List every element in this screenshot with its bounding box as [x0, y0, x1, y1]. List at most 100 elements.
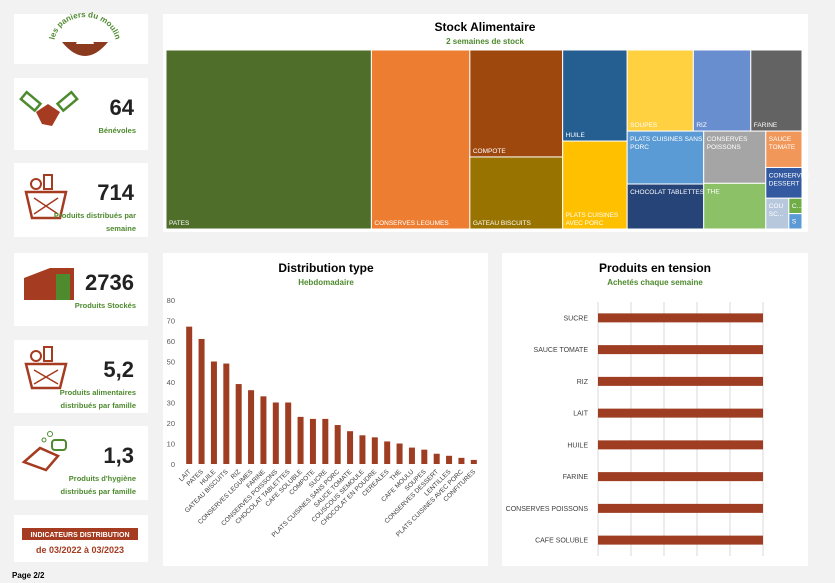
treemap-label: RIZ [696, 122, 707, 129]
kpi-card [14, 78, 148, 150]
treemap-label: PLATS CUISINES SANS PORC [630, 136, 703, 151]
treemap-cell [703, 182, 767, 230]
text-line: THE [707, 188, 721, 195]
bar [458, 457, 465, 464]
text-line: PORC [630, 144, 649, 151]
y-tick-label: 0 [171, 460, 175, 469]
text-line: COU [769, 203, 784, 210]
text-line: CONSERVES [707, 136, 748, 143]
bar [309, 418, 316, 464]
chart-subtitle: 2 semaines de stock [446, 37, 524, 46]
text-line: semaine [106, 224, 136, 233]
text-line: distribués par famille [61, 487, 136, 496]
text-line: DESSERT [769, 180, 800, 187]
treemap-label: CONSERVES POISSONS [707, 136, 748, 151]
period-title: INDICATEURS DISTRIBUTION [30, 532, 129, 539]
chart-title: Distribution type [278, 261, 374, 275]
item [30, 178, 42, 190]
bar [598, 535, 763, 545]
text-line: Produits Stockés [75, 301, 136, 310]
soap [51, 439, 67, 451]
bar [396, 443, 403, 464]
bar [598, 408, 763, 418]
bar [248, 390, 255, 464]
kpi-value: 2736 [85, 270, 134, 295]
bar [223, 363, 230, 464]
basket-icon [24, 174, 68, 220]
treemap-cell [626, 183, 705, 230]
bubble [47, 431, 53, 437]
kpi-card [14, 426, 148, 500]
kpi-label: Produits Stockés [75, 301, 136, 310]
treemap-cell [469, 49, 564, 158]
chart-subtitle: Hebdomadaire [298, 278, 354, 287]
treemap-label: CONSERVES DESSERT [769, 172, 810, 187]
door [56, 274, 70, 300]
text-line: CHOCOLAT TABLETTES [630, 189, 705, 196]
item [30, 350, 42, 362]
kpi-label: Produits alimentaires distribués par fami… [60, 388, 136, 410]
y-tick-label: 80 [167, 296, 175, 305]
bar [186, 326, 193, 464]
text-line: SOUPES [630, 122, 658, 129]
text-line: PLATS CUISINES SANS [630, 136, 703, 143]
treemap-cell [765, 166, 803, 199]
kpi-label: Bénévoles [98, 126, 136, 135]
bar [260, 396, 267, 464]
treemap-cell [469, 156, 564, 230]
text-line: distribués par famille [61, 401, 136, 410]
text-line: TOMATE [769, 144, 796, 151]
text-line: COMPOTE [473, 148, 507, 155]
treemap-label: CHOCOLAT TABLETTES [630, 189, 705, 196]
y-tick-label: CONSERVES POISSONS [506, 506, 589, 513]
bar [446, 455, 453, 464]
text-line: CONSERVES [769, 172, 810, 179]
treemap-label: PATES [169, 220, 190, 227]
treemap-cell [750, 49, 803, 132]
treemap-cell [703, 130, 767, 184]
weave [33, 197, 59, 215]
hygiene-icon [21, 431, 67, 472]
bar [359, 435, 366, 464]
treemap-cell [370, 49, 471, 230]
treemap-cell [626, 49, 694, 132]
bar-panel [163, 253, 488, 566]
y-tick-label: SUCRE [563, 315, 588, 322]
bar [598, 503, 763, 513]
bar [598, 440, 763, 450]
treemap-cell [626, 130, 705, 185]
kpi-label: Produits d'hygiène distribués par famille [61, 474, 136, 496]
bar [198, 338, 205, 464]
bar [598, 345, 763, 355]
text-line: CONSERVES LEGUMES [374, 220, 449, 227]
treemap-label: COMPOTE [473, 148, 507, 155]
bar [347, 431, 354, 464]
bar [598, 472, 763, 482]
chart-title: Stock Alimentaire [435, 20, 536, 34]
kpi-value: 1,3 [103, 443, 134, 468]
text-line: AVEC PORC [566, 220, 604, 227]
text-line: Bénévoles [98, 126, 136, 135]
basket [24, 362, 68, 390]
y-tick-label: 10 [167, 440, 175, 449]
treemap-cell [165, 49, 372, 230]
chart-subtitle: Achetés chaque semaine [607, 278, 703, 287]
text-line: PLATS CUISINES [566, 212, 619, 219]
kpi-value: 64 [110, 95, 135, 120]
hand [21, 446, 61, 472]
bar [297, 416, 304, 464]
treemap-label: GATEAU BISCUITS [473, 220, 532, 227]
treemap-label: PLATS CUISINES AVEC PORC [566, 212, 619, 227]
page-footer: Page 2/2 [12, 571, 45, 580]
treemap-label: FARINE [754, 122, 778, 129]
text-line: GATEAU BISCUITS [473, 220, 532, 227]
y-tick-label: FARINE [563, 474, 589, 481]
text-line: S [792, 219, 797, 226]
text-line: SAUCE [769, 136, 792, 143]
y-tick-label: 30 [167, 399, 175, 408]
y-tick-label: HUILE [567, 442, 588, 449]
bar [235, 384, 242, 464]
bar [421, 449, 428, 464]
text-line: Produits alimentaires [60, 388, 136, 397]
